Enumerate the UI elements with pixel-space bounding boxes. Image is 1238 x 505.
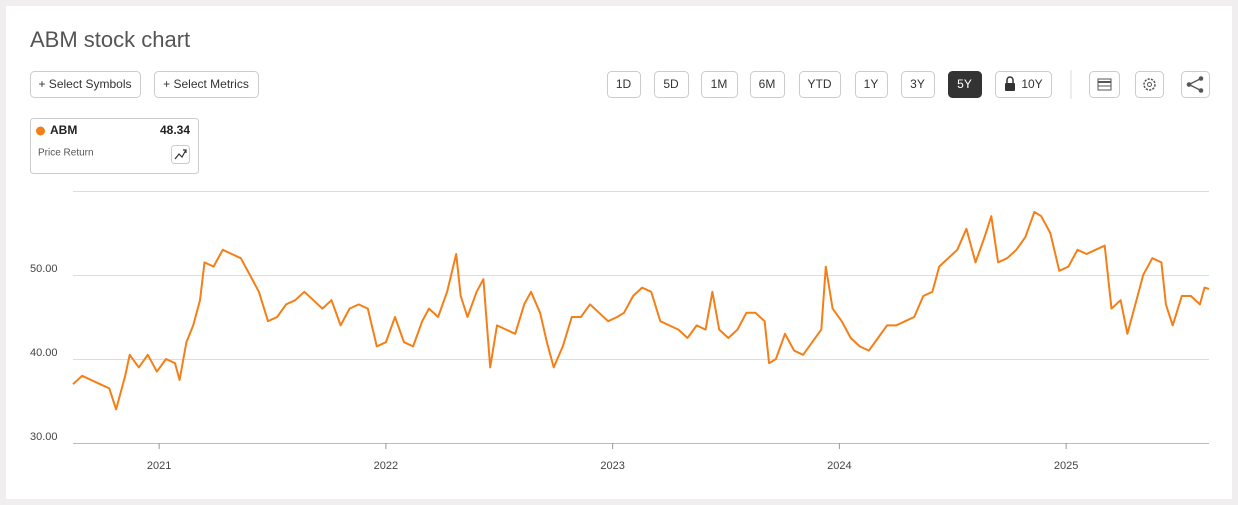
x-tick-label: 2024 (827, 460, 851, 472)
x-tick-label: 2021 (147, 460, 171, 472)
table-button[interactable] (1089, 71, 1120, 98)
x-tick-label: 2022 (374, 460, 398, 472)
lock-icon (1005, 83, 1015, 91)
toolbar-button[interactable] (30, 71, 141, 98)
lock-icon (1006, 76, 1014, 83)
legend-name: ABM (50, 123, 77, 137)
range-button-label: 10Y (1021, 77, 1042, 91)
toolbar-button-label: + Select Symbols (38, 77, 131, 91)
range-button-label: 3Y (910, 77, 925, 91)
range-button[interactable] (750, 71, 785, 98)
y-tick-label: 40.00 (30, 347, 58, 359)
range-button[interactable] (654, 71, 689, 98)
range-button[interactable] (799, 71, 841, 98)
legend-card (30, 118, 199, 174)
legend-value: 48.34 (160, 123, 190, 137)
toolbar-button[interactable] (154, 71, 259, 98)
chart-title: ABM stock chart (30, 27, 190, 52)
settings-button[interactable] (1135, 71, 1164, 98)
x-tick-label: 2023 (600, 460, 624, 472)
y-tick-label: 50.00 (30, 263, 58, 275)
range-button-label: 1M (711, 77, 728, 91)
range-button[interactable] (901, 71, 935, 98)
range-button[interactable] (855, 71, 888, 98)
range-button-label: YTD (808, 77, 832, 91)
legend-swatch (36, 126, 45, 136)
range-button-label: 5D (663, 77, 679, 91)
range-button[interactable] (948, 71, 982, 98)
range-button[interactable] (607, 71, 641, 98)
x-tick-label: 2025 (1054, 460, 1078, 472)
range-button[interactable] (701, 71, 738, 98)
y-tick-label: 30.00 (30, 431, 58, 443)
toolbar-button-label: + Select Metrics (163, 77, 249, 91)
legend-note: Price Return (38, 148, 94, 159)
range-button-label: 5Y (957, 77, 972, 91)
price-line (72, 211, 1210, 411)
range-button-label: 6M (759, 77, 776, 91)
range-button-label: 1D (616, 77, 632, 91)
range-button-label: 1Y (864, 77, 879, 91)
share-button[interactable] (1181, 71, 1210, 98)
